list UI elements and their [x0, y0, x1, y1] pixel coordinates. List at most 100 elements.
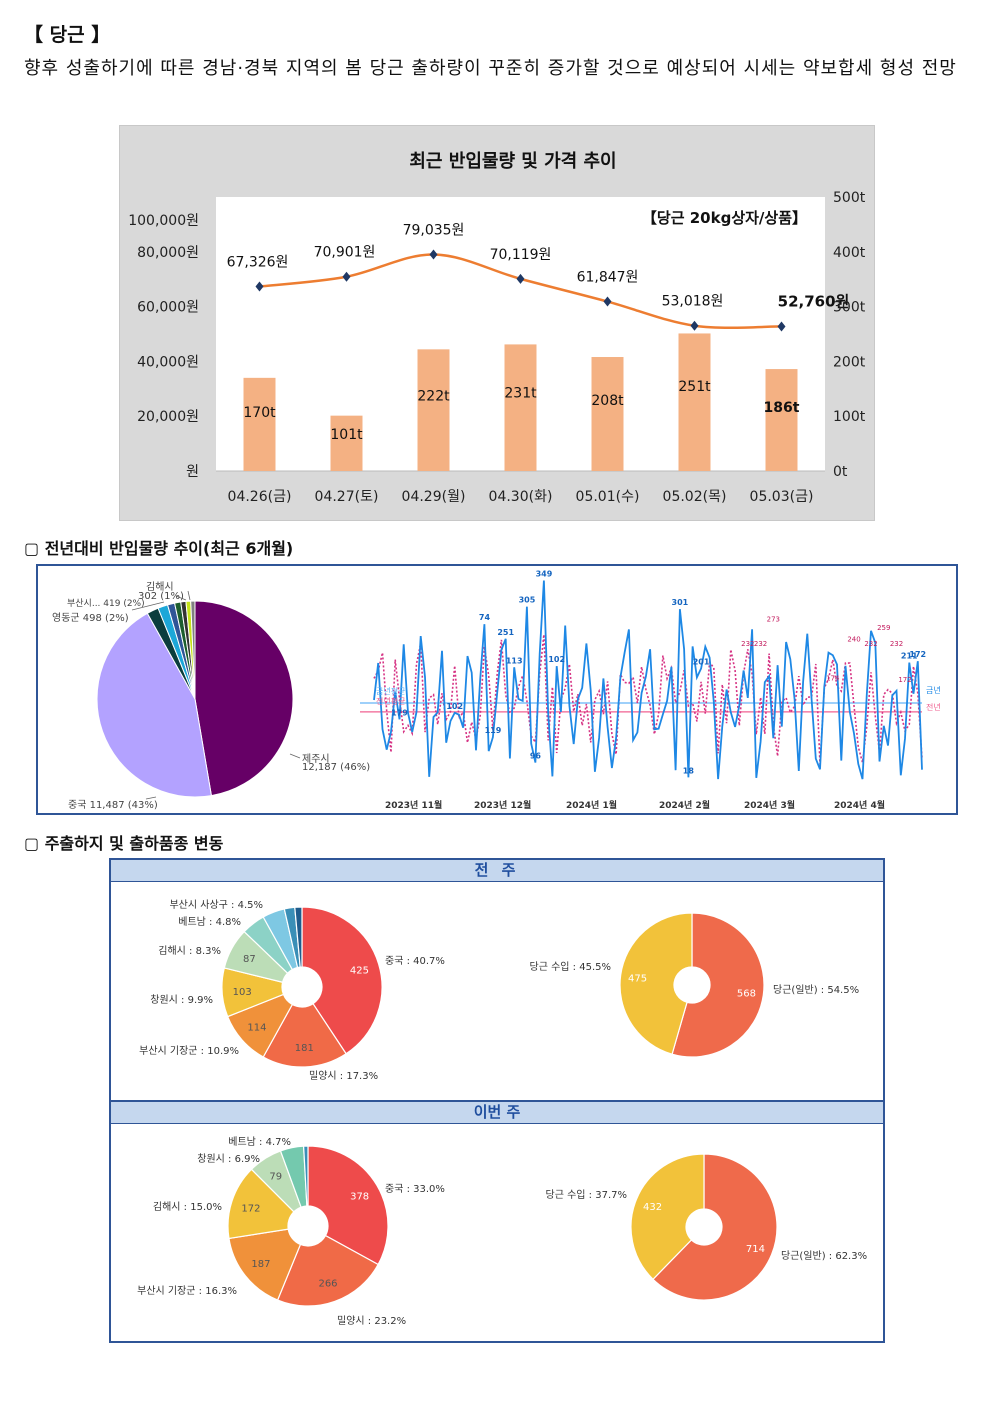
x-month-label: 2023년 12월 [474, 799, 531, 811]
volume-label: 222t [417, 388, 450, 404]
donut-label: 부산시 기장군 : 10.9% [139, 1045, 239, 1057]
y-right-tick: 200t [833, 354, 866, 370]
this-year-annotation: 119 [485, 726, 502, 735]
chart-subtitle: 【당근 20kg상자/상품】 [642, 209, 807, 227]
volume-bar [243, 377, 276, 471]
price-label: 61,847원 [577, 270, 639, 286]
pie-slice [194, 600, 294, 797]
volume-bar [504, 344, 537, 471]
donut-label: 부산시 사상구 : 4.5% [169, 899, 263, 911]
donut-label: 중국 : 33.0% [385, 1183, 445, 1195]
volume-bar [417, 349, 450, 471]
leader-line [187, 590, 191, 601]
volume-label: 231t [504, 386, 537, 402]
donut-label: 당근(일반) : 62.3% [781, 1250, 867, 1262]
x-tick: 05.03(금) [750, 489, 814, 505]
pie-slice [96, 612, 212, 798]
leader-line [175, 595, 187, 601]
last-year-annotation: 259 [877, 624, 890, 632]
donut-label: 부산시 기장군 : 16.3% [137, 1285, 237, 1297]
donut-label: 당근 수입 : 37.7% [546, 1188, 627, 1201]
y-left-tick: 20,000원 [137, 409, 199, 425]
this-week-header: 이번 주 [111, 1100, 883, 1124]
this-origin-slice [276, 1234, 379, 1307]
volume-bar [765, 369, 798, 471]
this-origin-slice [228, 1228, 302, 1301]
avg-last-label: 전년평균 [376, 696, 405, 706]
y-left-tick: 100,000원 [128, 213, 199, 229]
donut-value: 378 [350, 1191, 369, 1202]
leader-line [145, 796, 157, 800]
donut-label: 김해시 : 15.0% [153, 1200, 222, 1213]
volume-bar [330, 415, 363, 471]
donut-value: 181 [295, 1043, 314, 1054]
prev-origin-slice [294, 906, 303, 968]
volume-bar [678, 333, 711, 471]
this-year-annotation: 102 [548, 655, 565, 664]
donut-value: 87 [243, 954, 256, 965]
last-year-annotation: 232 [890, 640, 903, 648]
this-year-annotation: 179 [391, 708, 408, 717]
this-year-annotation: 18 [683, 766, 695, 775]
last-year-series [373, 634, 923, 765]
last-year-annotation: 232 [741, 640, 754, 648]
x-tick: 04.30(화) [489, 489, 553, 505]
avg-this-label: 금년평균 [376, 686, 405, 696]
donut-value: 568 [737, 989, 756, 1000]
this-year-annotation: 305 [519, 596, 536, 605]
leader-line [289, 753, 301, 759]
market-outlook-text: 향후 성출하기에 따른 경남·경북 지역의 봄 당근 출하량이 꾸준히 증가할 … [24, 58, 957, 79]
pie-label-jeju: 제주시 [302, 754, 330, 765]
x-month-label: 2024년 2월 [659, 799, 710, 811]
x-month-label: 2024년 4월 [834, 799, 885, 811]
prev-variety-slice [671, 912, 765, 1058]
this-variety-slice [652, 1153, 778, 1301]
x-tick: 04.27(토) [315, 489, 379, 505]
last-year-annotation: 174 [826, 675, 840, 683]
this-year-annotation: 301 [672, 598, 689, 607]
donut-value: 172 [241, 1203, 260, 1214]
y-right-tick: 400t [833, 245, 866, 261]
volume-label: 186t [764, 400, 800, 416]
this-origin-slice [302, 1145, 309, 1207]
this-year-annotation: 102 [446, 702, 463, 711]
y-right-tick: 500t [833, 190, 866, 206]
last-year-annotation: 240 [847, 635, 860, 643]
donut-value: 103 [233, 987, 252, 998]
x-tick: 05.02(목) [663, 489, 727, 505]
donut-value: 714 [746, 1244, 765, 1255]
this-year-annotation: 201 [693, 658, 710, 667]
x-month-label: 2024년 3월 [744, 799, 795, 811]
section-title-origin: ▢ 주출하지 및 출하품종 변동 [24, 834, 224, 853]
y-right-tick: 300t [833, 300, 866, 316]
x-tick: 05.01(수) [576, 489, 640, 505]
this-year-annotation: 211 [901, 652, 918, 661]
donut-value: 187 [251, 1259, 270, 1270]
donut-label: 밀양시 : 17.3% [309, 1070, 378, 1082]
origin-variety-panel [109, 858, 885, 1343]
this-year-annotation: 349 [536, 570, 553, 579]
price-label: 53,018원 [662, 294, 724, 310]
donut-label: 김해시 : 8.3% [158, 944, 221, 957]
price-marker [255, 281, 264, 292]
pie-label-gimhae-val: 302 (1%) [138, 591, 184, 602]
donut-label: 당근 수입 : 45.5% [530, 960, 611, 973]
price-label: 67,326원 [227, 255, 289, 271]
volume-label: 251t [678, 379, 711, 395]
prev-origin-slice [262, 1002, 347, 1068]
price-marker [603, 296, 612, 307]
pie-slice [190, 600, 196, 700]
legend-last-year: 전년 [926, 702, 941, 712]
donut-label: 창원시 : 9.9% [150, 994, 213, 1006]
donut-label: 베트남 : 4.8% [178, 916, 241, 928]
pie-label-jeju-val: 12,187 (46%) [302, 762, 371, 773]
pie-label-china: 중국 11,487 (43%) [68, 800, 158, 811]
this-variety-slice [630, 1153, 705, 1281]
section-heading: 【 당근 】 [24, 24, 111, 46]
price-label: 52,760원 [778, 292, 850, 310]
volume-label: 101t [330, 427, 363, 443]
weekly-donut-charts: 425 181 114 103 87 568 475 378 266 187 172 79 714 432… [137, 899, 867, 1327]
donut-label: 당근(일반) : 54.5% [773, 984, 859, 996]
this-year-annotation: 74 [479, 613, 491, 622]
